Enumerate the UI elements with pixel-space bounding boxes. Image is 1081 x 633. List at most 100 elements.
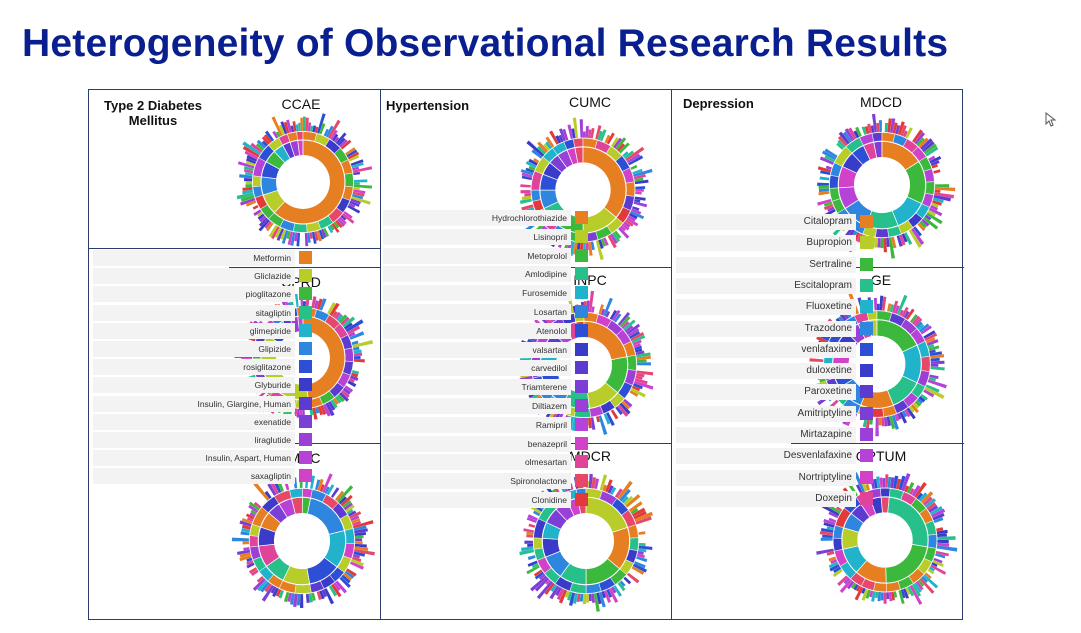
sunburst-outer-segment bbox=[343, 211, 353, 219]
legend-item-label: Losartan bbox=[533, 307, 567, 317]
sunburst-outer-segment bbox=[911, 227, 925, 246]
sunburst-outer-segment bbox=[605, 479, 613, 493]
legend-item: rosiglitazone bbox=[93, 359, 315, 376]
sunburst-outer-segment bbox=[636, 352, 651, 358]
sunburst-outer-segment bbox=[832, 568, 843, 577]
sunburst-outer-segment bbox=[244, 177, 253, 182]
sunburst-outer-segment bbox=[335, 132, 347, 145]
sunburst-outer-segment bbox=[346, 149, 358, 158]
row-divider bbox=[89, 248, 380, 249]
sunburst-outer-segment bbox=[246, 557, 253, 562]
sunburst-outer-segment bbox=[629, 390, 639, 397]
legend-swatch bbox=[575, 323, 588, 337]
sunburst-outer-segment bbox=[818, 191, 830, 196]
legend-item: Glipizide bbox=[93, 341, 315, 357]
sunburst-outer-segment bbox=[603, 413, 611, 425]
sunburst-outer-segment bbox=[925, 337, 936, 344]
sunburst-outer-segment bbox=[338, 496, 347, 505]
legend-swatch bbox=[575, 248, 588, 262]
sunburst-outer-segment bbox=[928, 377, 937, 382]
sunburst-outer-segment bbox=[619, 488, 631, 502]
sunburst-outer-segment bbox=[630, 508, 639, 515]
sunburst-outer-segment bbox=[292, 121, 297, 132]
sunburst-outer-segment bbox=[628, 501, 643, 512]
sunburst-outer-segment bbox=[883, 592, 887, 604]
legend-item-bg bbox=[383, 398, 571, 414]
sunburst-outer-segment bbox=[330, 399, 338, 409]
sunburst-outer-segment bbox=[527, 560, 538, 567]
sunburst-outer-segment bbox=[267, 483, 277, 496]
sunburst-outer-segment bbox=[914, 400, 922, 407]
legend-item: valsartan bbox=[383, 341, 591, 358]
legend-item: Metoprolol bbox=[383, 247, 591, 264]
sunburst-outer-segment bbox=[314, 126, 319, 133]
sunburst-outer-segment bbox=[333, 582, 341, 591]
sunburst-outer-segment bbox=[353, 358, 365, 363]
sunburst-inner-segment bbox=[297, 139, 304, 156]
legend-item: olmesartan bbox=[383, 454, 591, 471]
legend-item-bg bbox=[93, 413, 295, 430]
legend-item-bg bbox=[93, 359, 295, 376]
sunburst-outer-segment bbox=[314, 406, 320, 414]
legend-item: Nortriptyline bbox=[676, 469, 876, 486]
sunburst-outer-segment bbox=[327, 302, 336, 315]
sunburst-outer-segment bbox=[924, 386, 945, 400]
sunburst-outer-segment bbox=[924, 498, 937, 509]
sunburst-outer-segment bbox=[275, 131, 281, 138]
row-divider bbox=[791, 443, 964, 444]
legend-swatch bbox=[860, 257, 873, 271]
sunburst-outer-segment bbox=[261, 136, 270, 145]
legend-swatch bbox=[575, 380, 588, 394]
sunburst-outer-segment bbox=[337, 218, 346, 227]
sunburst-outer-segment bbox=[587, 417, 592, 429]
sunburst-outer-segment bbox=[883, 416, 889, 427]
legend-item-label: Insulin, Aspart, Human bbox=[205, 453, 291, 464]
legend-item: venlafaxine bbox=[676, 341, 876, 358]
legend-item: Losartan bbox=[383, 304, 591, 320]
legend-item: Triamterene bbox=[383, 379, 591, 396]
sunburst-outer-segment bbox=[836, 142, 844, 150]
sunburst-outer-segment bbox=[622, 151, 629, 158]
sunburst-ring2-segment bbox=[927, 534, 937, 549]
sunburst-ring2-segment bbox=[344, 528, 355, 544]
sunburst-outer-segment bbox=[624, 325, 634, 333]
legend-swatch bbox=[299, 305, 312, 319]
sunburst-outer-segment bbox=[318, 229, 325, 240]
sunburst-outer-segment bbox=[905, 587, 911, 596]
sunburst-outer-segment bbox=[342, 387, 351, 395]
sunburst-outer-segment bbox=[526, 517, 537, 524]
sunburst-outer-segment bbox=[838, 131, 850, 145]
sunburst-outer-segment bbox=[632, 339, 642, 346]
sunburst-outer-segment bbox=[603, 297, 613, 317]
sunburst-outer-segment bbox=[331, 583, 342, 598]
sunburst-outer-segment bbox=[310, 475, 316, 489]
sunburst-ring2-segment bbox=[833, 538, 843, 552]
sunburst-outer-segment bbox=[823, 518, 836, 526]
sunburst-outer-segment bbox=[352, 191, 365, 197]
sunburst-outer-segment bbox=[601, 591, 607, 599]
sunburst-outer-segment bbox=[351, 194, 364, 200]
sunburst-outer-segment bbox=[883, 237, 888, 253]
sunburst-outer-segment bbox=[635, 189, 644, 192]
sunburst-outer-segment bbox=[533, 510, 541, 517]
sunburst-outer-segment bbox=[354, 543, 367, 548]
sunburst-outer-segment bbox=[913, 582, 922, 593]
sunburst-outer-segment bbox=[595, 125, 602, 140]
sunburst-outer-segment bbox=[316, 591, 322, 601]
sunburst-outer-segment bbox=[626, 217, 639, 227]
legend-swatch bbox=[860, 342, 873, 356]
sunburst-outer-segment bbox=[283, 591, 290, 603]
sunburst-ring2-segment bbox=[289, 488, 303, 499]
sunburst-outer-segment bbox=[933, 169, 941, 174]
sunburst-outer-segment bbox=[348, 202, 356, 208]
sunburst-outer-segment bbox=[909, 585, 923, 605]
sunburst-outer-segment bbox=[635, 191, 642, 195]
sunburst-outer-segment bbox=[614, 488, 623, 498]
sunburst-outer-segment bbox=[555, 587, 562, 596]
legend-swatch bbox=[575, 455, 588, 469]
sunburst-outer-segment bbox=[891, 414, 899, 430]
sunburst-outer-segment bbox=[856, 233, 863, 243]
sunburst-outer-segment bbox=[924, 332, 938, 341]
sunburst-outer-segment bbox=[328, 585, 338, 597]
sunburst-outer-segment bbox=[926, 502, 937, 511]
